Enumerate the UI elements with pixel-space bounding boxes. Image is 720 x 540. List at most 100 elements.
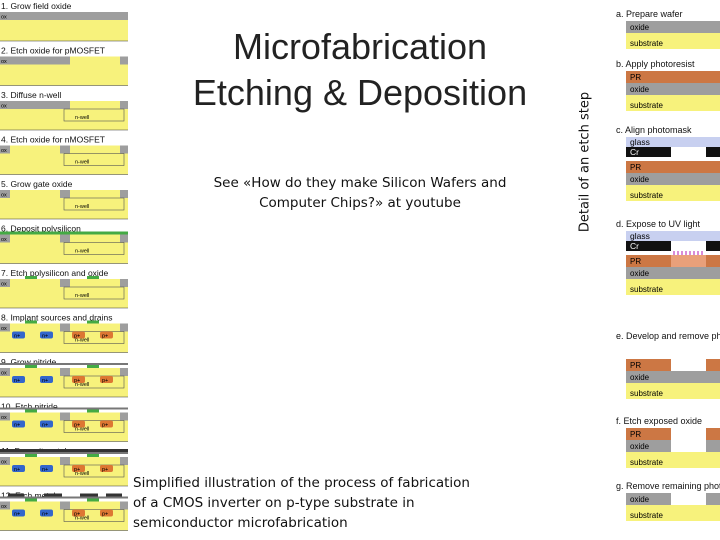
n-well-tag: n-well <box>75 382 89 388</box>
layer-tag: PR <box>630 430 641 439</box>
oxide-opening <box>671 440 706 452</box>
doped-tag: p+ <box>74 512 80 518</box>
etch-detail-label: Detail of an etch step <box>577 91 593 233</box>
photoresist-opening <box>671 428 706 440</box>
polysilicon-gate <box>25 409 37 413</box>
layer-tag: oxide <box>630 23 650 32</box>
slide-title: Microfabrication Etching & Deposition <box>150 24 570 116</box>
photoresist-layer <box>626 161 720 173</box>
polysilicon-gate <box>25 276 37 279</box>
doped-region <box>12 376 25 383</box>
polysilicon-gate <box>25 365 37 368</box>
doped-tag: n+ <box>14 334 20 340</box>
oxide-tag: ox <box>1 371 7 377</box>
oxide-tag: ox <box>1 15 7 21</box>
etch-step-label: f. Etch exposed oxide <box>616 416 702 426</box>
oxide-tag: ox <box>1 104 7 110</box>
oxide-tag: ox <box>1 237 7 243</box>
cmos-step: 2. Etch oxide for pMOSFET ox <box>0 46 128 86</box>
photoresist-exposed <box>671 255 706 267</box>
doped-region <box>100 509 113 517</box>
substrate-layer <box>0 64 128 86</box>
doped-tag: n+ <box>14 378 20 384</box>
doped-region <box>12 331 25 339</box>
cmos-process-diagram: 1. Grow field oxide ox 2. Etch oxide for p… <box>0 1 128 531</box>
oxide-opening-n <box>10 323 60 332</box>
cmos-step: 12. Etch metal ox n-well n+ n+ p+ p+ <box>0 491 128 531</box>
oxide-layer <box>0 12 128 20</box>
cmos-step: 10. Etch nitride ox n-well n+ n+ p+ p+ <box>0 402 128 442</box>
substrate-layer <box>626 452 720 468</box>
n-well-region <box>63 197 125 211</box>
layer-tag: oxide <box>630 442 650 451</box>
oxide-opening-n <box>10 457 60 465</box>
doped-tag: n+ <box>42 334 48 340</box>
doped-tag: p+ <box>74 334 80 340</box>
nitride-layer <box>0 363 128 365</box>
oxide-opening-p <box>70 323 120 332</box>
doped-region <box>72 465 85 472</box>
oxide-tag: ox <box>1 415 7 421</box>
n-well-region <box>63 242 125 255</box>
doped-tag: p+ <box>102 423 108 429</box>
polysilicon-gate <box>87 454 99 457</box>
metal-layer <box>44 493 62 497</box>
n-well-tag: n-well <box>75 427 89 433</box>
oxide-tag: ox <box>1 193 7 199</box>
n-well-tag: n-well <box>75 115 89 121</box>
metal-layer <box>106 493 122 497</box>
cmos-step: 6. Deposit polysilicon ox n-well <box>0 224 128 264</box>
polysilicon-gate <box>87 320 99 324</box>
layer-tag: PR <box>630 73 641 82</box>
layer-tag: substrate <box>630 285 663 294</box>
doped-tag: n+ <box>42 378 48 384</box>
doped-tag: p+ <box>74 378 80 384</box>
metal-layer <box>0 449 128 452</box>
metal-layer <box>80 493 98 497</box>
cmos-step-label: 5. Grow gate oxide <box>1 179 73 189</box>
cmos-step-label: 2. Etch oxide for pMOSFET <box>1 46 105 56</box>
oxide-layer <box>0 145 128 154</box>
oxide-opening-n <box>10 368 60 376</box>
layer-tag: oxide <box>630 495 650 504</box>
glass-tag: glass <box>630 137 650 147</box>
oxide-layer <box>0 457 128 465</box>
oxide-layer <box>0 234 128 243</box>
doped-region <box>72 420 85 428</box>
oxide-tag: ox <box>1 326 7 332</box>
n-well-tag: n-well <box>75 293 89 299</box>
etch-step: b. Apply photoresist PR oxide substrate <box>616 59 720 111</box>
cmos-step-label: 4. Etch oxide for nMOSFET <box>1 135 105 145</box>
doped-region <box>12 465 25 472</box>
oxide-opening-p <box>70 368 120 376</box>
cmos-step-label: 8. Implant sources and drains <box>1 313 113 323</box>
cmos-step-label: 1. Grow field oxide <box>1 1 72 11</box>
doped-tag: p+ <box>102 512 108 518</box>
oxide-tag: ox <box>1 504 7 510</box>
oxide-layer <box>0 101 128 109</box>
chrome-opening <box>671 147 706 157</box>
cmos-step-label: 9. Grow nitride <box>1 357 57 367</box>
oxide-tag: ox <box>1 460 7 466</box>
doped-tag: p+ <box>74 467 80 473</box>
glass-tag: glass <box>630 231 650 241</box>
doped-tag: n+ <box>14 467 20 473</box>
oxide-opening-p <box>70 101 120 109</box>
oxide-layer <box>0 56 128 65</box>
n-well-tag: n-well <box>75 160 89 166</box>
doped-tag: p+ <box>102 378 108 384</box>
n-well-tag: n-well <box>75 249 89 255</box>
doped-region <box>100 376 113 383</box>
substrate-layer <box>626 185 720 201</box>
cmos-step: 9. Grow nitride ox n-well n+ n+ p+ p+ <box>0 357 128 398</box>
oxide-layer <box>626 83 720 95</box>
layer-tag: oxide <box>630 85 650 94</box>
glass-layer <box>626 137 720 147</box>
figure-caption: Simplified illustration of the process o… <box>133 475 470 531</box>
doped-region <box>40 376 53 383</box>
polysilicon-gate <box>87 365 99 368</box>
layer-tag: oxide <box>630 269 650 278</box>
oxide-layer <box>0 323 128 332</box>
